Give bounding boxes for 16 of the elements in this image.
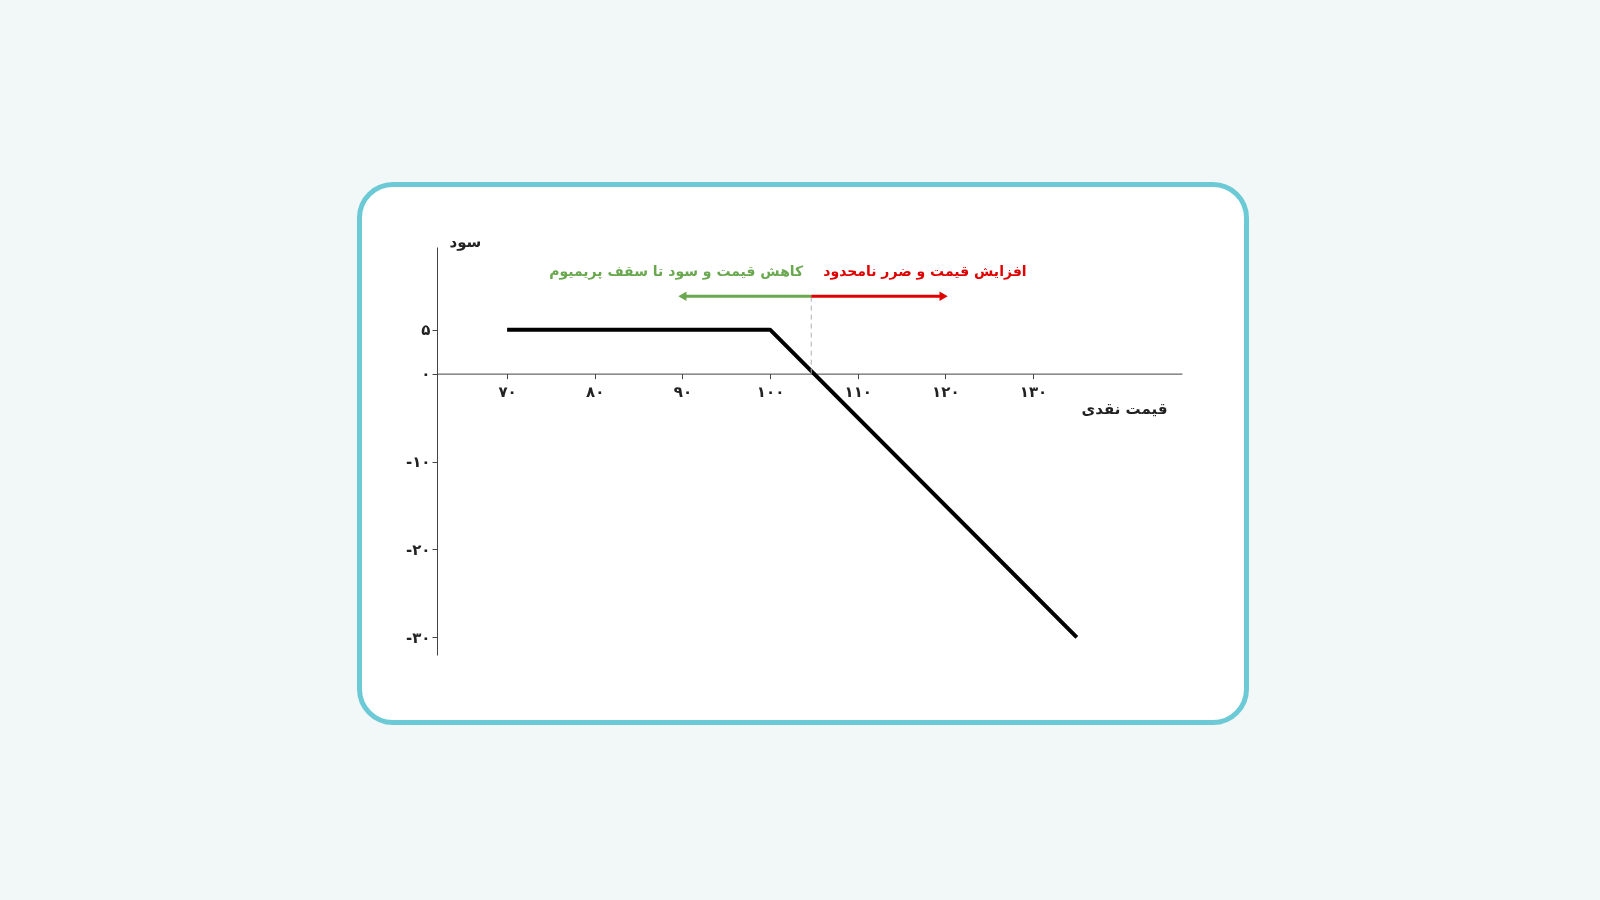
x-tick-label: ۹۰ [673, 383, 693, 402]
y-tick-label: -۳۰ [405, 628, 431, 647]
y-tick-label: -۲۰ [405, 540, 431, 559]
annotation: افزایش قیمت و ضرر نامحدود [823, 263, 1027, 281]
x-axis-title: قیمت نقدی [1081, 400, 1168, 419]
x-tick-label: ۱۳۰ [1019, 383, 1048, 402]
x-tick-label: ۱۱۰ [844, 383, 872, 402]
x-tick-label: ۱۲۰ [932, 383, 960, 402]
y-tick-label: ۵ [421, 321, 431, 340]
x-tick-label: ۱۰۰ [756, 383, 785, 402]
x-tick-label: ۷۰ [498, 383, 517, 402]
y-tick-label: -۱۰ [405, 453, 431, 472]
x-tick-label: ۸۰ [586, 383, 605, 402]
annotation: کاهش قیمت و سود تا سقف پریمیوم [549, 263, 805, 281]
y-tick-label: ۰ [421, 365, 431, 384]
y-axis-title: سود [449, 232, 482, 251]
